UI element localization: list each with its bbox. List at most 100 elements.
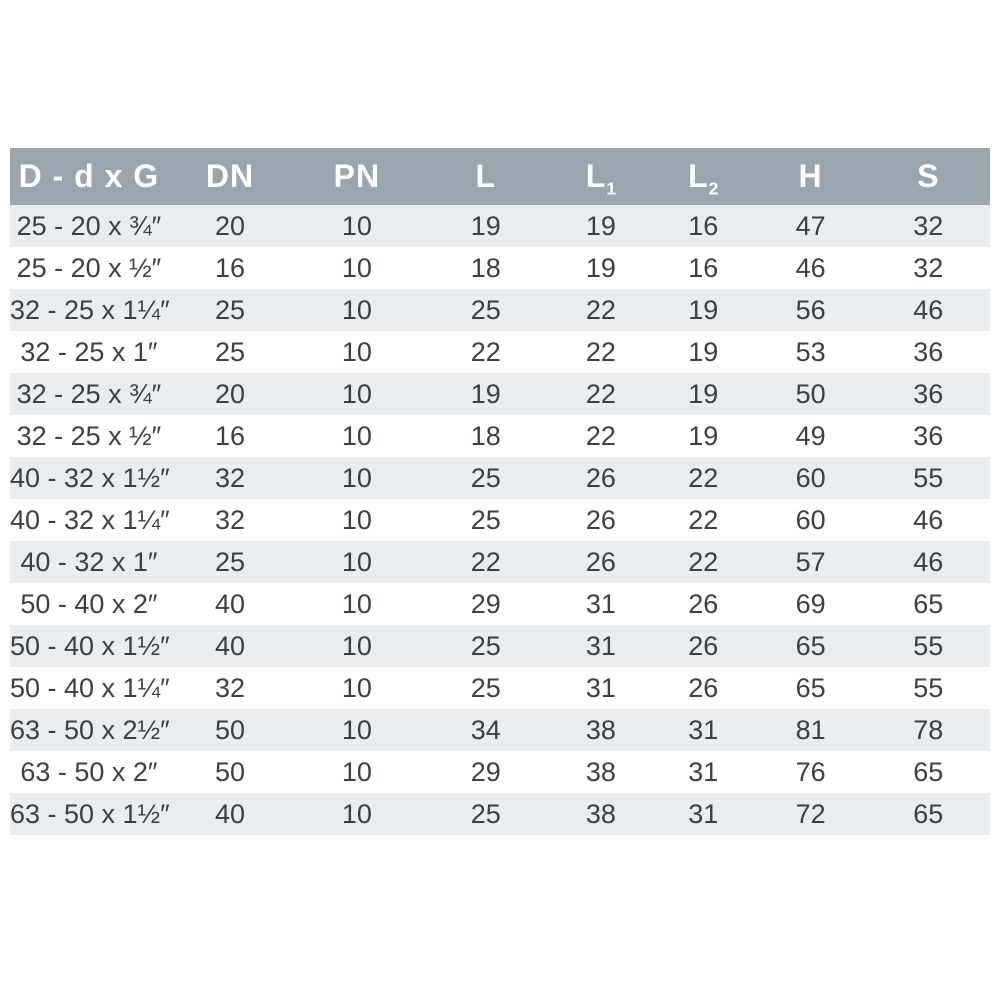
cell-h: 72	[754, 793, 867, 835]
cell-s: 36	[866, 373, 990, 415]
table-body: 25 - 20 x ¾″ 20 10 19 19 16 47 32 25 - 20 x ½″ 16…	[10, 205, 990, 835]
column-header-subscript: 1	[606, 178, 617, 199]
cell-l: 19	[421, 373, 550, 415]
cell-h: 81	[754, 709, 867, 751]
cell-h: 56	[754, 289, 867, 331]
table-header-row: D - d x G DN PN L L1 L2 H S	[10, 148, 990, 205]
cell-l: 19	[421, 205, 550, 247]
cell-pn: 10	[292, 709, 422, 751]
cell-l1: 22	[549, 415, 652, 457]
cell-d-dxg: 63 - 50 x 2½″	[10, 709, 170, 751]
cell-dn: 40	[167, 625, 293, 667]
cell-dn: 25	[167, 541, 293, 583]
cell-l: 25	[421, 457, 550, 499]
column-header-l: L	[421, 148, 550, 205]
table-row: 32 - 25 x 1¼″ 25 10 25 22 19 56 46	[10, 289, 990, 331]
cell-l1: 26	[549, 499, 652, 541]
cell-pn: 10	[292, 667, 422, 709]
cell-d-dxg: 40 - 32 x 1″	[10, 541, 168, 583]
cell-h: 65	[754, 625, 867, 667]
cell-s: 46	[866, 541, 990, 583]
cell-l1: 19	[549, 247, 652, 289]
cell-l1: 38	[549, 751, 652, 793]
cell-l: 25	[421, 499, 550, 541]
cell-l2: 31	[651, 793, 755, 835]
cell-h: 46	[754, 247, 867, 289]
cell-s: 36	[866, 415, 990, 457]
cell-l1: 31	[549, 625, 652, 667]
cell-d-dxg: 25 - 20 x ¾″	[10, 205, 168, 247]
cell-s: 65	[866, 751, 990, 793]
cell-pn: 10	[292, 793, 422, 835]
cell-dn: 16	[167, 247, 293, 289]
cell-h: 53	[754, 331, 867, 373]
cell-d-dxg: 32 - 25 x 1″	[10, 331, 168, 373]
table-row: 63 - 50 x 1½″ 40 10 25 38 31 72 65	[10, 793, 990, 835]
cell-h: 65	[754, 667, 867, 709]
table-row: 63 - 50 x 2″ 50 10 29 38 31 76 65	[10, 751, 990, 793]
table-row: 32 - 25 x ½″ 16 10 18 22 19 49 36	[10, 415, 990, 457]
cell-s: 46	[866, 499, 990, 541]
cell-dn: 32	[167, 667, 293, 709]
cell-d-dxg: 50 - 40 x 1½″	[10, 625, 170, 667]
cell-d-dxg: 63 - 50 x 2″	[10, 751, 168, 793]
cell-l2: 26	[651, 625, 755, 667]
cell-l: 25	[421, 667, 550, 709]
cell-h: 49	[754, 415, 867, 457]
table-row: 40 - 32 x 1″ 25 10 22 26 22 57 46	[10, 541, 990, 583]
cell-s: 55	[866, 667, 990, 709]
cell-l2: 16	[651, 205, 755, 247]
cell-l1: 22	[549, 373, 652, 415]
cell-dn: 50	[167, 751, 293, 793]
cell-l2: 22	[651, 499, 755, 541]
cell-dn: 50	[167, 709, 293, 751]
cell-l2: 19	[651, 415, 755, 457]
cell-s: 46	[866, 289, 990, 331]
cell-dn: 25	[167, 331, 293, 373]
cell-d-dxg: 32 - 25 x ¾″	[10, 373, 168, 415]
cell-l2: 31	[651, 709, 755, 751]
cell-l: 22	[421, 331, 550, 373]
table-row: 50 - 40 x 2″ 40 10 29 31 26 69 65	[10, 583, 990, 625]
cell-l: 29	[421, 751, 550, 793]
cell-s: 32	[866, 247, 990, 289]
cell-l: 25	[421, 289, 550, 331]
cell-l1: 26	[549, 541, 652, 583]
cell-d-dxg: 63 - 50 x 1½″	[10, 793, 170, 835]
table-row: 25 - 20 x ¾″ 20 10 19 19 16 47 32	[10, 205, 990, 247]
table-row: 50 - 40 x 1½″ 40 10 25 31 26 65 55	[10, 625, 990, 667]
column-header-l2: L2	[651, 148, 755, 205]
cell-s: 32	[866, 205, 990, 247]
cell-l: 22	[421, 541, 550, 583]
cell-l: 34	[421, 709, 550, 751]
cell-s: 55	[866, 457, 990, 499]
table-row: 25 - 20 x ½″ 16 10 18 19 16 46 32	[10, 247, 990, 289]
cell-pn: 10	[292, 289, 422, 331]
cell-l1: 38	[549, 709, 652, 751]
cell-l1: 38	[549, 793, 652, 835]
cell-d-dxg: 50 - 40 x 2″	[10, 583, 168, 625]
column-header-h: H	[754, 148, 867, 205]
cell-dn: 40	[167, 583, 293, 625]
cell-l1: 31	[549, 583, 652, 625]
cell-pn: 10	[292, 205, 422, 247]
table-row: 32 - 25 x 1″ 25 10 22 22 19 53 36	[10, 331, 990, 373]
cell-s: 78	[866, 709, 990, 751]
cell-pn: 10	[292, 583, 422, 625]
cell-l2: 22	[651, 457, 755, 499]
table-row: 40 - 32 x 1½″ 32 10 25 26 22 60 55	[10, 457, 990, 499]
cell-d-dxg: 50 - 40 x 1¼″	[10, 667, 170, 709]
cell-dn: 25	[167, 289, 293, 331]
cell-pn: 10	[292, 625, 422, 667]
column-header-subscript: 2	[708, 178, 719, 199]
cell-l2: 16	[651, 247, 755, 289]
cell-pn: 10	[292, 499, 422, 541]
cell-dn: 40	[167, 793, 293, 835]
cell-h: 50	[754, 373, 867, 415]
cell-l1: 19	[549, 205, 652, 247]
cell-l2: 26	[651, 667, 755, 709]
cell-l2: 19	[651, 289, 755, 331]
cell-l1: 26	[549, 457, 652, 499]
cell-d-dxg: 40 - 32 x 1¼″	[10, 499, 170, 541]
cell-pn: 10	[292, 331, 422, 373]
